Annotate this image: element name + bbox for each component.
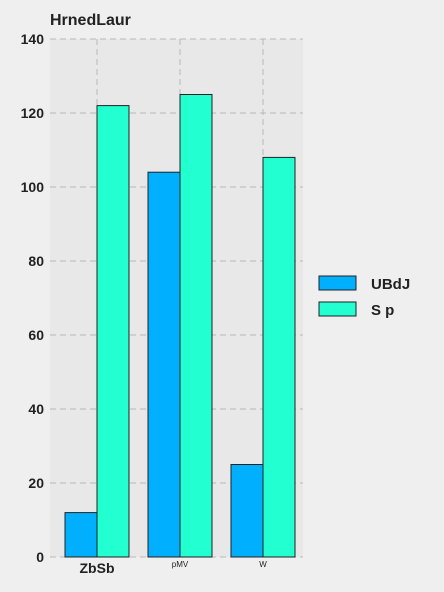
- bar-series-2: [262, 156, 296, 558]
- chart-title: HrnedLaur: [50, 12, 131, 29]
- y-tick-label: 140: [21, 31, 45, 47]
- legend-swatch: [318, 301, 357, 317]
- bars: [64, 94, 296, 558]
- y-tick-label: 0: [36, 549, 44, 565]
- y-tick-label: 100: [21, 179, 45, 195]
- y-tick-label: 80: [28, 253, 44, 269]
- y-tick-labels: 0 20 40 60 80 100 120 140: [21, 31, 45, 565]
- bar-series-1: [147, 171, 181, 558]
- x-tick-labels: ZbSb pMV W: [80, 560, 268, 576]
- bar-series-1: [64, 512, 98, 558]
- y-tick-label: 120: [21, 105, 45, 121]
- legend-swatch: [318, 275, 357, 291]
- bar-series-2: [96, 105, 130, 558]
- y-tick-label: 40: [28, 401, 44, 417]
- bar-series-1: [230, 464, 264, 558]
- legend-label: S p: [371, 302, 394, 319]
- legend-label: UBdJ: [371, 276, 410, 293]
- x-tick-label: ZbSb: [80, 560, 115, 576]
- bar-series-2: [179, 94, 213, 558]
- y-tick-label: 60: [28, 327, 44, 343]
- legend: UBdJ S p: [318, 275, 410, 319]
- x-tick-label: W: [259, 560, 267, 569]
- x-tick-label: pMV: [172, 560, 189, 569]
- y-tick-label: 20: [28, 475, 44, 491]
